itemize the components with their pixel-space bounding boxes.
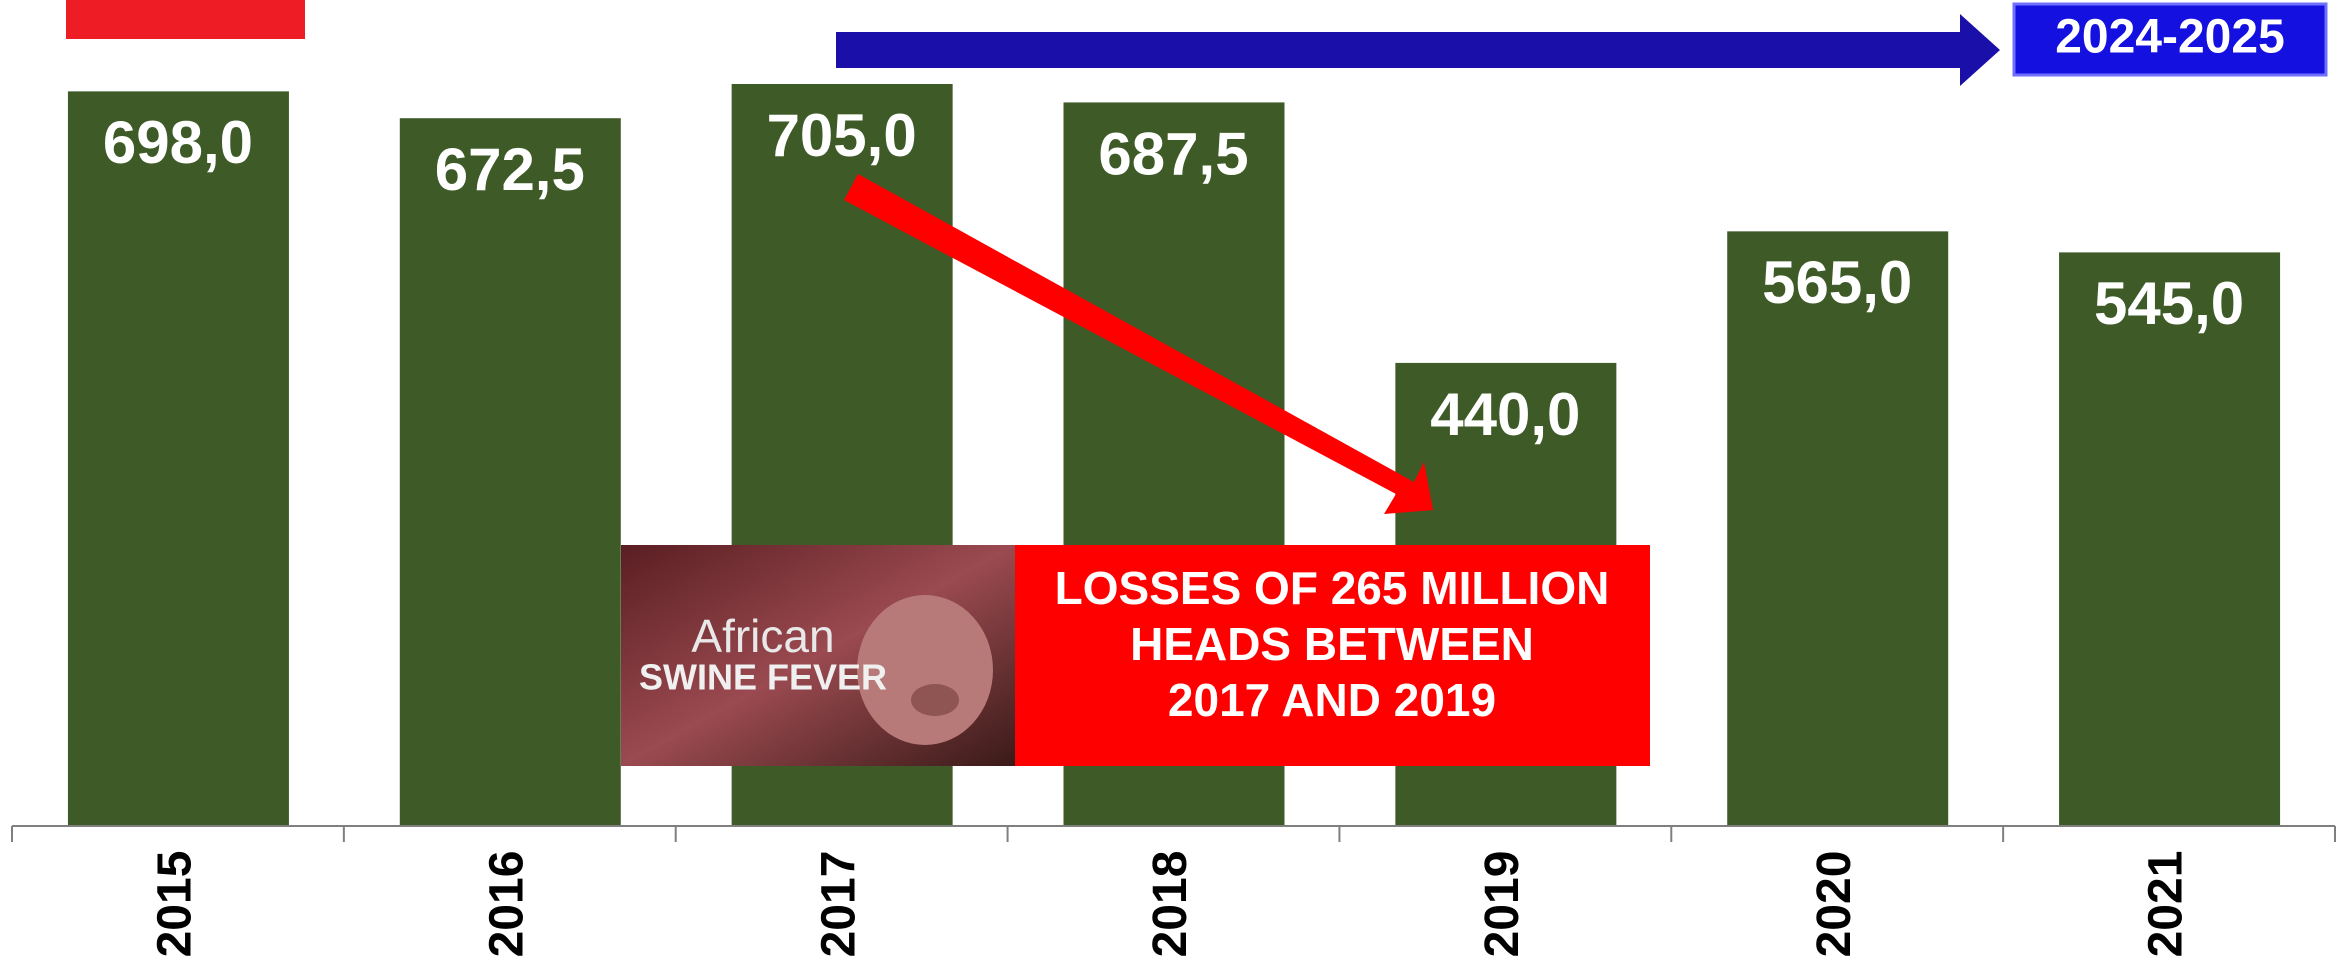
x-tick-label: 2015: [149, 851, 202, 958]
losses-line: 2017 AND 2019: [1168, 674, 1496, 726]
data-label: 565,0: [1762, 249, 1912, 316]
x-tick-label: 2017: [812, 851, 865, 958]
pig: [857, 595, 993, 745]
swine-fever-image: African SWINE FEVER: [621, 545, 1015, 766]
bar: [399, 118, 621, 826]
data-label: 705,0: [767, 102, 917, 169]
bar: [67, 91, 289, 827]
bar: [1727, 231, 1949, 826]
data-label: 687,5: [1098, 120, 1248, 187]
x-tick-label: 2021: [2140, 851, 2193, 958]
timeline-arrow: [836, 14, 2000, 86]
x-tick-label: 2018: [1144, 851, 1197, 958]
x-tick-label: 2019: [1476, 851, 1529, 958]
losses-line: LOSSES OF 265 MILLION: [1055, 562, 1610, 614]
data-label: 672,5: [435, 136, 585, 203]
period-label: 2024-2025: [2055, 11, 2285, 64]
losses-line: HEADS BETWEEN: [1130, 618, 1534, 670]
legend-swatch: [66, 0, 305, 39]
period-box: [2012, 2, 2328, 77]
losses-box: [1015, 545, 1650, 766]
x-ticks: 2015 2016 2017 2018 2019 2020 2021: [11, 826, 2336, 958]
data-label: 698,0: [103, 109, 253, 176]
pig-snout: [911, 684, 959, 716]
data-label: 440,0: [1430, 381, 1580, 448]
x-tick-label: 2016: [480, 851, 533, 958]
data-label: 545,0: [2094, 270, 2244, 337]
image-text: African: [691, 610, 834, 662]
x-tick-label: 2020: [1808, 851, 1861, 958]
decline-arrow: [844, 174, 1433, 514]
bar: [2059, 252, 2281, 826]
image-text: SWINE FEVER: [639, 657, 887, 698]
